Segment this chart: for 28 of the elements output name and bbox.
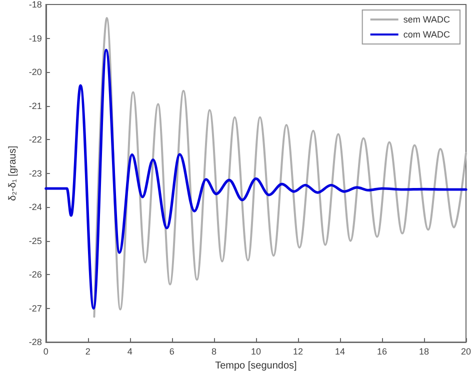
y-tick-label: -24 [28,202,42,212]
y-tick-label: -28 [28,337,42,348]
y-tick-label: -22 [28,134,42,145]
x-tick-label: 18 [418,346,429,357]
x-tick-label: 6 [169,346,174,357]
line-series [93,17,467,318]
y-tick-label: -26 [28,270,42,280]
y-axis-title: δ₂-δ₁ [graus] [8,146,18,201]
y-tick-label: -18 [28,0,42,10]
x-tick-label: 12 [292,346,303,357]
x-tick-label: 0 [43,346,48,357]
x-tick-label: 16 [376,346,387,357]
x-tick-label: 8 [211,346,216,357]
x-tick-label: 2 [85,346,90,357]
y-tick-label: -23 [28,168,42,178]
y-tick-label: -25 [28,236,42,246]
line-series [44,48,468,310]
y-tick-label: -21 [28,100,42,111]
y-tick-label: -20 [28,67,42,78]
y-tick-label: -19 [28,33,42,44]
legend-label: com WADC [403,30,450,40]
y-tick-label: -27 [28,303,42,314]
x-tick-label: 4 [127,346,132,357]
x-axis-title: Tempo [segundos] [215,360,298,372]
x-tick-label: 20 [460,346,471,357]
x-tick-label: 10 [250,346,261,357]
legend-label: sem WADC [403,14,450,24]
x-tick-label: 14 [334,346,345,357]
